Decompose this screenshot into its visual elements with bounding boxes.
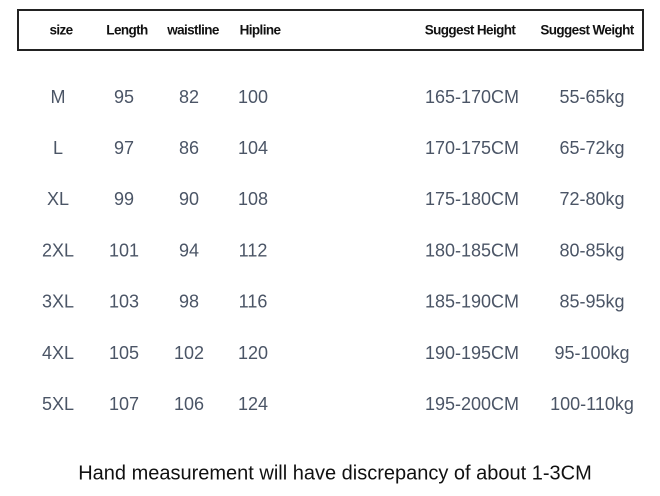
- table-cell: 185-190CM: [425, 292, 519, 312]
- table-cell: 3XL: [42, 292, 74, 312]
- table-cell: 101: [109, 240, 139, 260]
- table-cell: 108: [238, 189, 268, 209]
- header-cell: Suggest Height: [425, 23, 517, 38]
- header-cell: Suggest Weight: [540, 23, 634, 38]
- table-cell: 97: [114, 138, 134, 158]
- header-cell: Length: [106, 23, 148, 38]
- table-cell: M: [51, 87, 66, 107]
- table-cell: 90: [179, 189, 199, 209]
- table-cell: 107: [109, 394, 139, 414]
- table-cell: 65-72kg: [559, 138, 624, 158]
- table-cell: 86: [179, 138, 199, 158]
- table-cell: 80-85kg: [559, 240, 624, 260]
- table-cell: 95: [114, 87, 134, 107]
- table-cell: 95-100kg: [554, 343, 629, 363]
- table-cell: 94: [179, 240, 199, 260]
- table-cell: 170-175CM: [425, 138, 519, 158]
- table-cell: 116: [239, 292, 268, 312]
- table-cell: 98: [179, 292, 199, 312]
- table-cell: 4XL: [42, 343, 74, 363]
- header-cell: waistline: [166, 23, 220, 38]
- table-cell: 2XL: [42, 240, 74, 260]
- table-cell: 105: [109, 343, 139, 363]
- table-cell: 55-65kg: [559, 87, 624, 107]
- table-cell: 82: [179, 87, 199, 107]
- table-cell: 106: [174, 394, 204, 414]
- table-cell: XL: [47, 189, 69, 209]
- table-cell: L: [53, 138, 63, 158]
- table-cell: 5XL: [42, 394, 74, 414]
- table-cell: 175-180CM: [425, 189, 519, 209]
- table-cell: 100-110kg: [550, 394, 634, 414]
- header-cell: Hipline: [240, 23, 282, 38]
- note: Hand measurement will have discrepancy o…: [78, 462, 592, 484]
- table-cell: 100: [238, 87, 268, 107]
- table-cell: 99: [114, 189, 134, 209]
- header-box: [17, 9, 644, 51]
- table-cell: 112: [239, 240, 268, 260]
- table-cell: 85-95kg: [559, 292, 624, 312]
- table-cell: 104: [238, 138, 268, 158]
- table-cell: 102: [174, 343, 204, 363]
- table-cell: 195-200CM: [425, 394, 519, 414]
- table-cell: 124: [238, 394, 268, 414]
- table-cell: 120: [238, 343, 268, 363]
- table-cell: 103: [109, 292, 139, 312]
- table-cell: 72-80kg: [559, 189, 624, 209]
- header-cell: size: [49, 23, 73, 38]
- table-cell: 180-185CM: [425, 240, 519, 260]
- table-cell: 165-170CM: [425, 87, 519, 107]
- table-cell: 190-195CM: [425, 343, 519, 363]
